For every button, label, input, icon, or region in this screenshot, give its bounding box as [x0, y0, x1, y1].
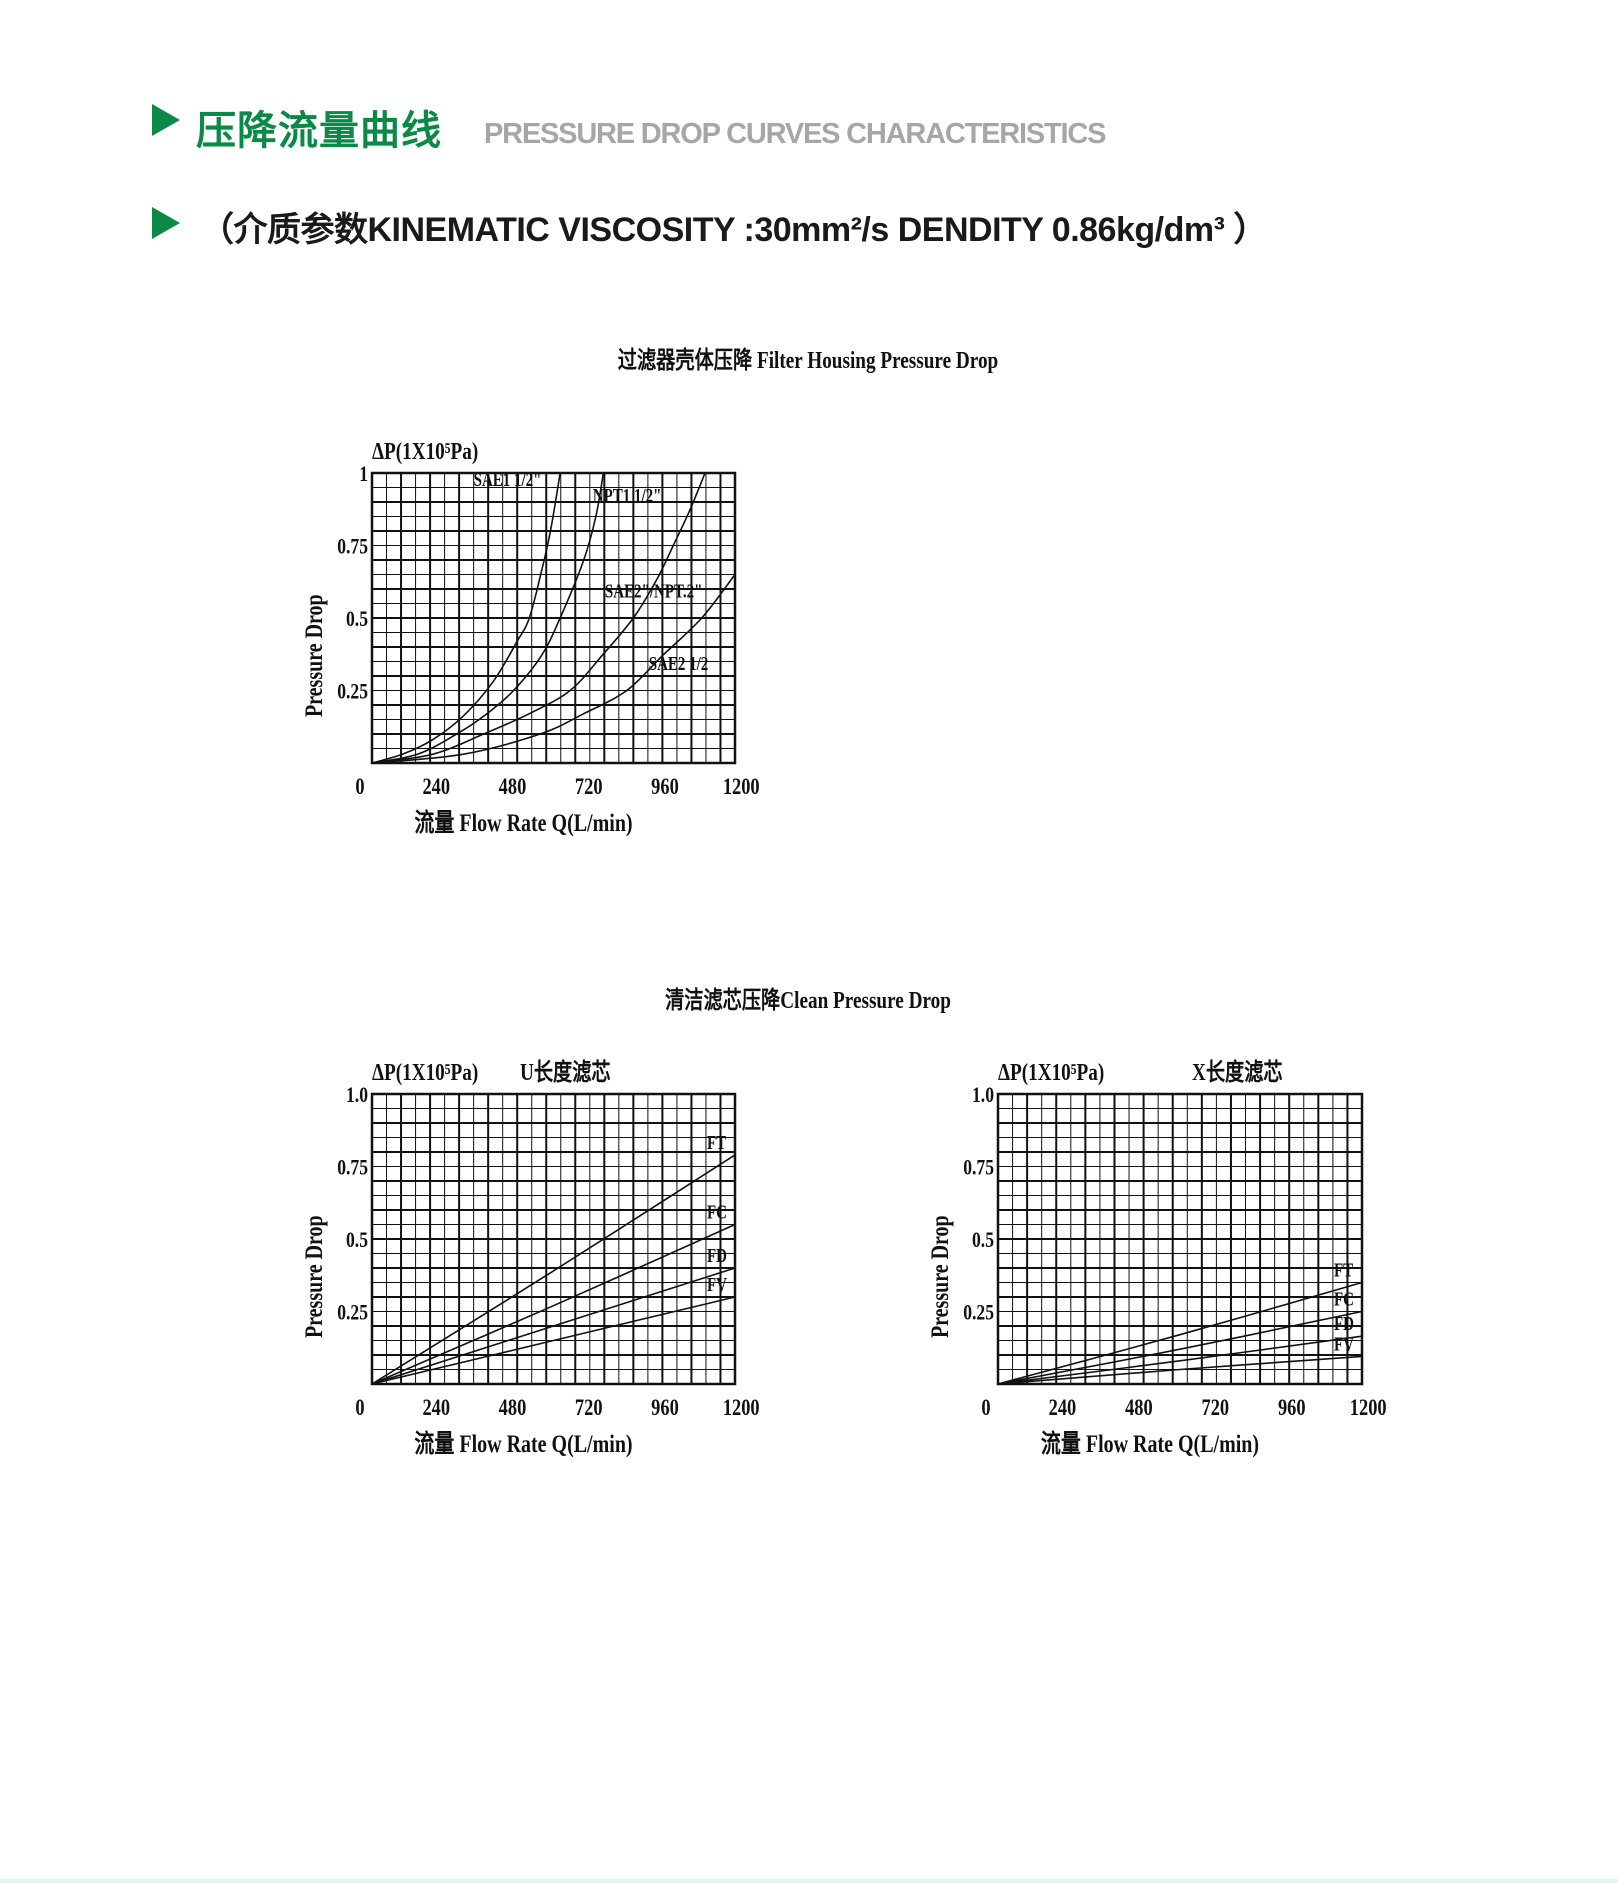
chart3-series-line — [997, 1355, 1363, 1385]
chart1-yaxis-title: Pressure Drop — [300, 594, 328, 717]
chart2-xtick-label: 0 — [355, 1394, 364, 1421]
chart2-series-line — [371, 1267, 736, 1385]
chart1-series-label: SAE2 1/2 — [649, 652, 709, 675]
chart3-series-label: FD — [1334, 1312, 1354, 1335]
page-title-en: PRESSURE DROP CURVES CHARACTERISTICS — [484, 118, 1106, 150]
chart2-ytick-label: 0.5 — [346, 1228, 368, 1252]
chart1-series-line — [371, 472, 605, 764]
chart1-ytick-label: 0.25 — [337, 680, 368, 704]
chart3-subtitle: X长度滤芯 — [1192, 1058, 1283, 1086]
chart1-ytick-label: 0.5 — [346, 607, 368, 631]
chart2-unit-label: ΔP(1X10⁵Pa) — [372, 1059, 478, 1086]
chart3-plot-frame — [996, 1092, 1364, 1386]
chart2-xtick-label: 720 — [575, 1394, 603, 1421]
chart2-plot-frame — [370, 1092, 737, 1386]
chart3-xtick-label: 1200 — [1350, 1394, 1387, 1421]
chart2-series-label: FD — [707, 1244, 727, 1267]
chart3-series-label: FC — [1334, 1287, 1354, 1310]
chart3-xtick-label: 960 — [1278, 1394, 1306, 1421]
chart1-series-label: SAE2"/NPT.2" — [605, 580, 703, 603]
chart1-series-label: NPT1 1/2" — [593, 484, 662, 507]
chart3-xaxis-title: 流量 Flow Rate Q(L/min) — [1041, 1429, 1259, 1458]
page-title-cn: 压降流量曲线 — [196, 109, 442, 153]
chart2-ytick-label: 0.25 — [337, 1301, 368, 1325]
chart2-series-line — [371, 1223, 736, 1385]
chart2-series-label: FT — [707, 1131, 726, 1154]
chart2-series-label: FC — [707, 1200, 727, 1223]
chart1-xtick-label: 1200 — [723, 773, 760, 800]
chart3-series-label: FV — [1334, 1332, 1354, 1355]
chart1-xaxis-title: 流量 Flow Rate Q(L/min) — [414, 808, 632, 837]
chart1-unit-label: ΔP(1X10⁵Pa) — [372, 438, 478, 465]
chart1-xtick-label: 480 — [499, 773, 527, 800]
chart2-series-label: FV — [707, 1273, 727, 1296]
chart2-ytick-label: 0.75 — [337, 1156, 368, 1180]
chart3-ytick-label: 0.75 — [963, 1156, 994, 1180]
triangle-right-icon — [152, 104, 180, 136]
chart3-ytick-label: 0.25 — [963, 1301, 994, 1325]
chart1-series-line — [371, 472, 561, 764]
chart3-series-line — [997, 1310, 1363, 1385]
triangle-right-icon — [152, 207, 180, 239]
chart1-xtick-label: 0 — [355, 773, 364, 800]
medium-parameters: （介质参数KINEMATIC VISCOSITY :30mm²/s DENDIT… — [200, 211, 1267, 249]
chart3-series-line — [997, 1335, 1363, 1385]
chart1-series-line — [371, 574, 736, 764]
chart2-xtick-label: 960 — [651, 1394, 679, 1421]
chart2-series-line — [371, 1296, 736, 1385]
chart3-series-line — [997, 1281, 1363, 1385]
chart3-series-label: FT — [1334, 1258, 1353, 1281]
chart1-ytick-label: 1 — [359, 462, 368, 486]
chart3-xtick-label: 240 — [1049, 1394, 1077, 1421]
chart2-series-line — [371, 1154, 736, 1385]
chart1-xtick-label: 720 — [575, 773, 603, 800]
clean-section-title: 清洁滤芯压降Clean Pressure Drop — [665, 988, 951, 1014]
chart2-xtick-label: 480 — [499, 1394, 527, 1421]
chart2-xtick-label: 240 — [422, 1394, 450, 1421]
chart1-ytick-label: 0.75 — [337, 535, 368, 559]
chart1-series-label: SAE1 1/2" — [474, 468, 542, 491]
chart1-plot-frame — [370, 471, 737, 765]
chart2-subtitle: U长度滤芯 — [520, 1058, 611, 1086]
chart3-unit-label: ΔP(1X10⁵Pa) — [998, 1059, 1104, 1086]
footer-band — [0, 1879, 1618, 1883]
chart3-ytick-label: 1.0 — [972, 1083, 994, 1107]
chart3-xtick-label: 720 — [1202, 1394, 1230, 1421]
chart2-xaxis-title: 流量 Flow Rate Q(L/min) — [414, 1429, 632, 1458]
chart3-xtick-label: 0 — [981, 1394, 990, 1421]
chart2-ytick-label: 1.0 — [346, 1083, 368, 1107]
chart2-xtick-label: 1200 — [723, 1394, 760, 1421]
chart1-xtick-label: 960 — [651, 773, 679, 800]
chart3-xtick-label: 480 — [1125, 1394, 1153, 1421]
chart1-series-line — [371, 472, 706, 764]
chart3-ytick-label: 0.5 — [972, 1228, 994, 1252]
chart2-yaxis-title: Pressure Drop — [300, 1215, 328, 1338]
chart3-yaxis-title: Pressure Drop — [926, 1215, 954, 1338]
chart1-xtick-label: 240 — [422, 773, 450, 800]
housing-section-title: 过滤器壳体压降 Filter Housing Pressure Drop — [617, 348, 999, 374]
